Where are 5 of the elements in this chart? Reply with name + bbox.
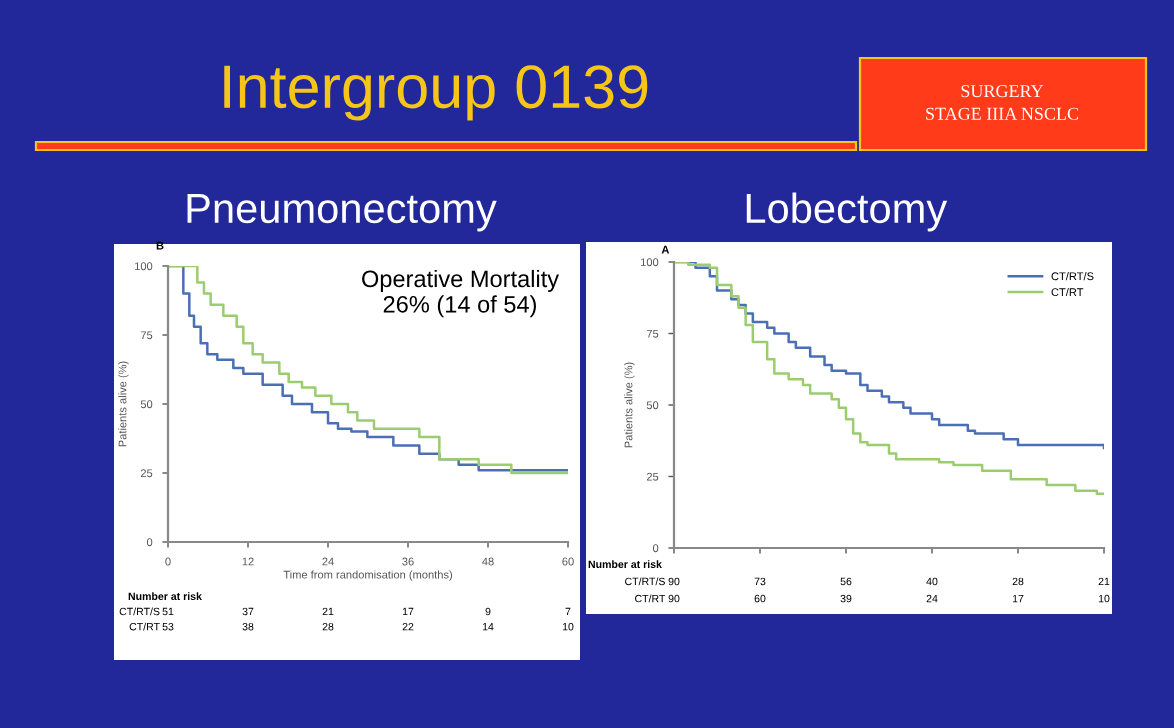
text: SURGERY STAGE IIIA NSCLC	[926, 85, 1079, 120]
annotation: Operative Mortality 26% (14 of 54)	[362, 269, 560, 318]
text: Intergroup 0139	[224, 65, 648, 121]
chart-title: Lobectomy	[746, 192, 948, 232]
chart-title: Pneumonectomy	[187, 194, 497, 232]
